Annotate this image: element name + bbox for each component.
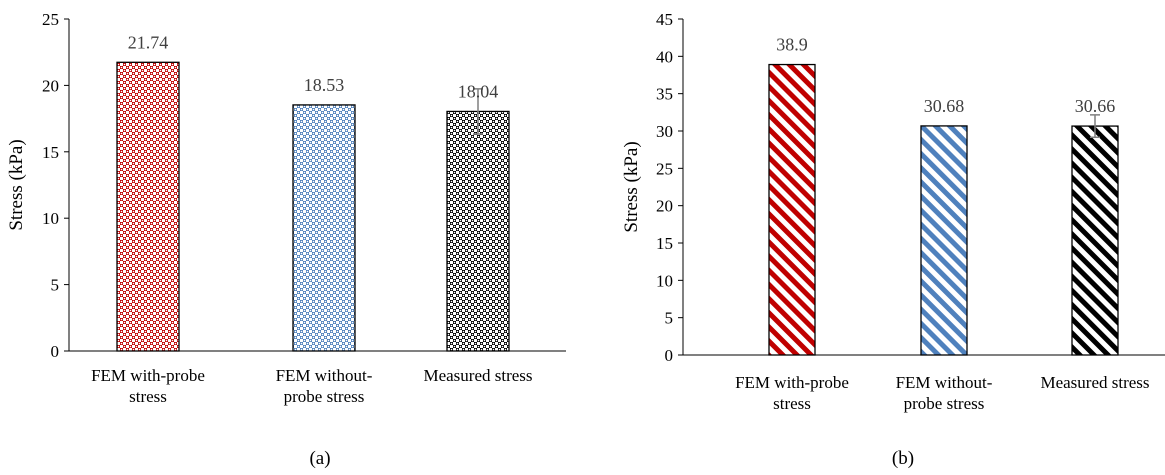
- x-tick-label: probe stress: [904, 394, 985, 413]
- y-axis-label: Stress (kPa): [6, 139, 27, 230]
- bar: [446, 110, 510, 352]
- y-tick-label: 35: [656, 85, 673, 104]
- x-tick-label: probe stress: [284, 387, 365, 406]
- y-tick-label: 20: [42, 76, 59, 95]
- y-tick-label: 0: [51, 342, 60, 361]
- bar: [1071, 125, 1119, 356]
- bar: [920, 125, 968, 356]
- y-tick-label: 40: [656, 47, 673, 66]
- data-label: 18.53: [304, 75, 345, 95]
- x-tick-label: FEM with-probe: [91, 366, 205, 385]
- y-tick-label: 25: [656, 159, 673, 178]
- x-tick-label: FEM without-: [276, 366, 373, 385]
- y-tick-label: 45: [656, 10, 673, 29]
- y-tick-label: 0: [665, 346, 674, 365]
- bar: [768, 63, 816, 356]
- bar: [292, 104, 356, 352]
- data-label: 38.9: [776, 35, 808, 55]
- data-label: 18.04: [458, 81, 499, 101]
- x-tick-label: stress: [773, 394, 811, 413]
- x-tick-label: stress: [129, 387, 167, 406]
- y-tick-label: 15: [42, 143, 59, 162]
- x-tick-label: FEM without-: [896, 373, 993, 392]
- y-tick-label: 20: [656, 197, 673, 216]
- y-tick-label: 15: [656, 234, 673, 253]
- x-tick-label: FEM with-probe: [735, 373, 849, 392]
- x-tick-label: Measured stress: [423, 366, 532, 385]
- y-axis-label: Stress (kPa): [621, 141, 642, 232]
- y-tick-label: 5: [51, 276, 60, 295]
- data-label: 21.74: [128, 32, 169, 52]
- y-tick-label: 30: [656, 122, 673, 141]
- chart-panel-b: 0 5 10 15 20 25 30 35 40 45 Stress (kPa) 38.9 FEM wi…: [621, 10, 1165, 469]
- y-tick-label: 5: [665, 309, 674, 328]
- data-label: 30.68: [924, 96, 965, 116]
- x-tick-label: Measured stress: [1040, 373, 1149, 392]
- y-tick-label: 10: [656, 271, 673, 290]
- y-tick-label: 25: [42, 10, 59, 29]
- panel-label: (b): [892, 448, 914, 469]
- panel-label: (a): [309, 448, 330, 469]
- y-tick-label: 10: [42, 209, 59, 228]
- chart-panel-a: 0 5 10 15 20 25 Stress (kPa) 21.74 FEM with-prob…: [6, 10, 566, 469]
- bar: [116, 61, 180, 352]
- data-label: 30.66: [1075, 96, 1116, 116]
